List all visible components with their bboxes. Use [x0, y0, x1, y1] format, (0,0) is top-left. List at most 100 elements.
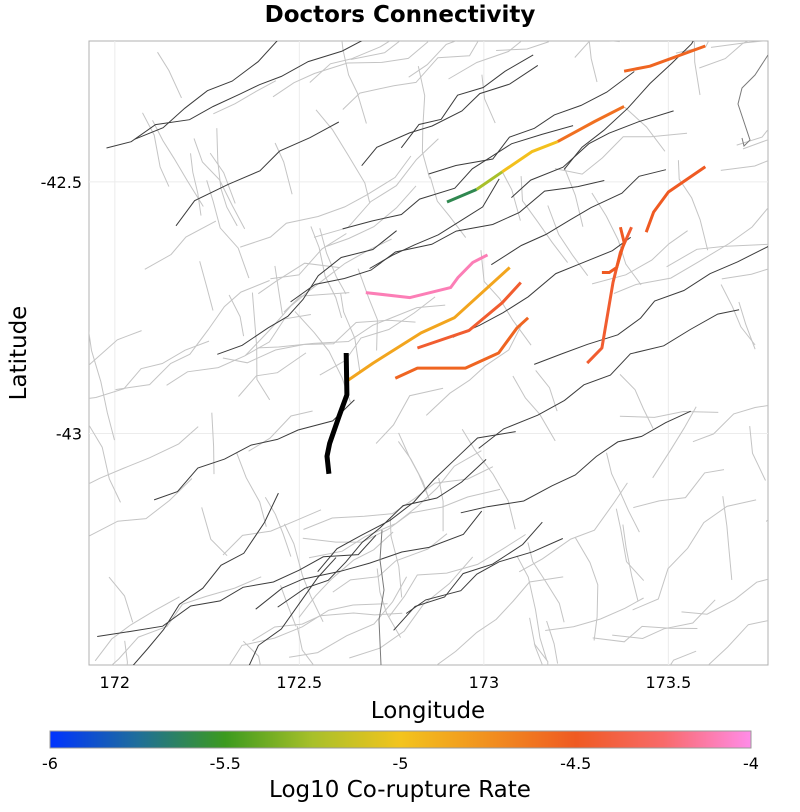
background-fault	[283, 292, 350, 313]
background-fault	[89, 330, 142, 366]
connected-fault-trace	[556, 105, 625, 143]
colorbar-tick-label: -6	[42, 754, 58, 773]
chart-title: Doctors Connectivity	[265, 2, 536, 28]
background-fault	[376, 568, 402, 638]
colorbar-tick-label: -5	[393, 754, 409, 773]
background-fault	[313, 138, 439, 238]
background-fault	[240, 155, 412, 248]
background-fault	[89, 424, 121, 503]
background-fault	[511, 110, 674, 198]
background-fault	[277, 459, 487, 608]
background-fault	[480, 250, 532, 346]
background-fault	[124, 640, 128, 665]
background-fault	[134, 41, 278, 140]
background-fault	[157, 51, 182, 99]
background-fault	[62, 295, 82, 338]
background-fault	[283, 523, 324, 623]
background-fault	[765, 518, 768, 522]
background-fault	[357, 268, 378, 351]
y-axis-ticks: -42.5 -43	[41, 173, 82, 444]
y-axis-label: Latitude	[6, 306, 32, 401]
connected-fault-trace	[365, 253, 489, 300]
connected-fault-trace	[346, 266, 511, 382]
background-fault	[592, 625, 698, 643]
background-fault	[89, 426, 199, 485]
background-fault	[438, 477, 444, 532]
background-fault	[408, 41, 458, 78]
connected-faults	[346, 44, 707, 382]
background-fault	[89, 340, 210, 399]
background-fault	[518, 482, 628, 573]
background-fault	[222, 319, 416, 364]
background-fault	[428, 71, 635, 175]
connected-fault-trace	[501, 140, 559, 174]
connected-fault-trace	[446, 188, 478, 204]
y-tick-label: -43	[56, 425, 82, 444]
background-fault	[436, 576, 564, 665]
colorbar-label: Log10 Co-rupture Rate	[269, 777, 531, 803]
background-fault	[361, 64, 539, 167]
background-fault	[255, 510, 483, 610]
background-fault	[529, 617, 543, 665]
connected-fault-trace	[623, 44, 706, 73]
background-fault	[481, 74, 496, 124]
x-tick-label: 173	[469, 673, 500, 692]
fault-network	[62, 41, 800, 665]
background-fault	[692, 405, 768, 443]
background-fault	[350, 41, 401, 60]
background-fault	[315, 109, 371, 203]
background-fault	[349, 556, 474, 659]
background-fault	[393, 521, 543, 631]
background-fault	[209, 152, 236, 204]
background-fault	[369, 178, 500, 269]
coastline	[378, 54, 768, 665]
background-fault	[302, 488, 501, 543]
x-tick-label: 172	[100, 673, 131, 692]
background-fault	[242, 640, 261, 665]
background-fault	[652, 406, 697, 479]
connected-fault-trace	[416, 281, 522, 350]
background-fault	[520, 176, 568, 263]
background-fault	[738, 301, 756, 350]
background-fault	[111, 576, 262, 665]
background-fault	[633, 469, 725, 509]
background-fault	[496, 41, 551, 51]
background-fault	[574, 41, 622, 58]
x-axis-label: Longitude	[371, 698, 485, 724]
background-fault	[615, 508, 645, 581]
background-fault	[591, 192, 642, 286]
source-fault	[324, 352, 350, 475]
background-fault	[452, 236, 631, 338]
background-fault	[228, 603, 388, 665]
background-fault	[296, 626, 315, 665]
background-fault	[461, 428, 516, 530]
background-fault	[274, 265, 283, 315]
background-fault	[248, 557, 337, 665]
background-fault	[720, 284, 756, 346]
background-fault	[298, 531, 394, 618]
connected-fault-trace	[601, 226, 626, 274]
background-fault	[535, 370, 558, 412]
y-tick-label: -42.5	[41, 173, 82, 192]
background-fault	[217, 230, 397, 355]
background-fault	[213, 80, 277, 115]
background-fault	[153, 399, 355, 501]
background-fault	[400, 54, 534, 149]
background-fault	[375, 387, 444, 444]
background-fault	[707, 620, 768, 665]
background-fault	[309, 41, 391, 83]
background-fault	[206, 180, 250, 279]
background-fault	[773, 446, 800, 478]
background-fault	[388, 534, 526, 617]
background-fault	[319, 296, 436, 376]
background-fault	[516, 555, 548, 661]
background-fault	[142, 112, 170, 187]
background-fault	[677, 160, 709, 251]
background-fault	[199, 261, 214, 311]
background-fault	[710, 41, 768, 48]
background-fault	[317, 431, 516, 573]
background-fault	[274, 142, 293, 195]
background-fault	[228, 294, 245, 337]
background-fault	[749, 426, 766, 481]
